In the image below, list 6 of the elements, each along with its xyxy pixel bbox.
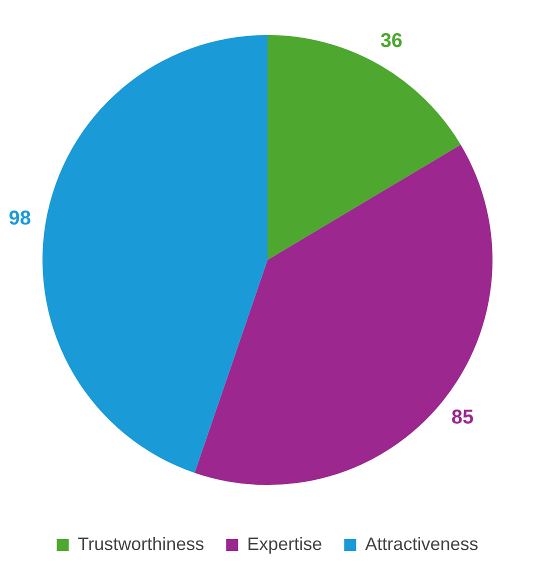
legend-label: Trustworthiness <box>78 534 204 554</box>
legend-label: Expertise <box>247 534 322 554</box>
legend-label: Attractiveness <box>365 534 478 554</box>
data-label: 98 <box>8 207 32 230</box>
data-label: 36 <box>380 30 403 52</box>
data-label: 85 <box>451 406 474 429</box>
